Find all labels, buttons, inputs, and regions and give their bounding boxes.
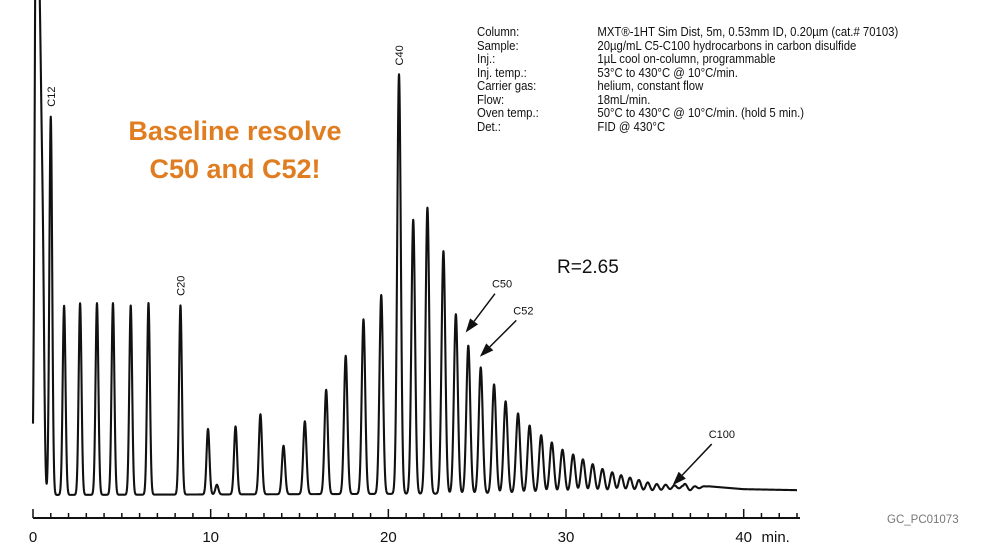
trace-layer [31, 0, 798, 496]
chromatogram-trace [31, 0, 798, 496]
condition-value: 50°C to 430°C @ 10°C/min. (hold 5 min.) [597, 105, 805, 120]
condition-key: Column: [477, 24, 520, 39]
figure-code: GC_PC01073 [887, 514, 959, 526]
condition-value: helium, constant flow [597, 78, 704, 93]
condition-key: Oven temp.: [477, 105, 539, 120]
condition-row: Oven temp.: 50°C to 430°C @ 10°C/min. (ho… [477, 106, 898, 120]
condition-row: Inj.: 1µL cool on-column, programmable [477, 52, 898, 66]
condition-value: 53°C to 430°C @ 10°C/min. [597, 64, 738, 80]
arrow-shaft [489, 319, 517, 348]
condition-key: Sample: [477, 37, 519, 53]
x-tick-label: 40 [735, 529, 752, 546]
condition-key: Det.: [477, 118, 501, 134]
peak-label-c50: C50 [492, 279, 512, 291]
resolution-label: R=2.65 [557, 257, 619, 278]
x-tick-label: 20 [380, 529, 397, 546]
condition-row: Inj. temp.: 53°C to 430°C @ 10°C/min. [477, 64, 898, 80]
headline: Baseline resolve C50 and C52! [90, 112, 380, 188]
headline-line-1: Baseline resolve [128, 116, 342, 146]
condition-value: 20µg/mL C5-C100 hydrocarbons in carbon d… [597, 37, 857, 53]
arrow-shaft [681, 443, 713, 476]
arrow-shaft [473, 293, 496, 322]
arrowhead [465, 318, 479, 333]
x-tick-label: 10 [202, 529, 219, 546]
condition-value: 1µL cool on-column, programmable [597, 51, 776, 66]
condition-key: Flow: [477, 91, 505, 107]
time-axis: 0 10 20 30 40 min. [29, 509, 800, 546]
condition-row: Sample: 20µg/mL C5-C100 hydrocarbons in c… [477, 37, 898, 53]
method-conditions: Column: MXT®-1HT Sim Dist, 5m, 0.53mm ID,… [477, 25, 898, 133]
peak-label-c20: C20 [175, 276, 187, 296]
x-tick-label: 30 [558, 529, 575, 546]
peak-label-c100: C100 [709, 429, 735, 441]
condition-value: FID @ 430°C [597, 118, 666, 134]
annotation-arrows: C50 C52 C100 [465, 279, 735, 486]
condition-key: Carrier gas: [477, 78, 537, 93]
peak-labels: C12 C20 C40 [46, 45, 406, 296]
condition-value: MXT®-1HT Sim Dist, 5m, 0.53mm ID, 0.20µm… [597, 24, 899, 39]
peak-label-c12: C12 [46, 87, 58, 107]
condition-row: Det.: FID @ 430°C [477, 118, 898, 134]
x-unit-label: min. [762, 529, 790, 546]
arrowhead [479, 343, 494, 357]
x-tick-label: 0 [29, 529, 37, 546]
condition-row: Carrier gas: helium, constant flow [477, 79, 898, 93]
condition-value: 18mL/min. [597, 91, 651, 107]
condition-key: Inj.: [477, 51, 496, 66]
headline-line-2: C50 and C52! [149, 154, 321, 184]
arrowhead [672, 471, 686, 486]
condition-row: Flow: 18mL/min. [477, 91, 898, 107]
condition-row: Column: MXT®-1HT Sim Dist, 5m, 0.53mm ID,… [477, 25, 898, 39]
condition-key: Inj. temp.: [477, 64, 527, 80]
peak-label-c40: C40 [394, 45, 406, 65]
peak-label-c52: C52 [513, 305, 533, 317]
